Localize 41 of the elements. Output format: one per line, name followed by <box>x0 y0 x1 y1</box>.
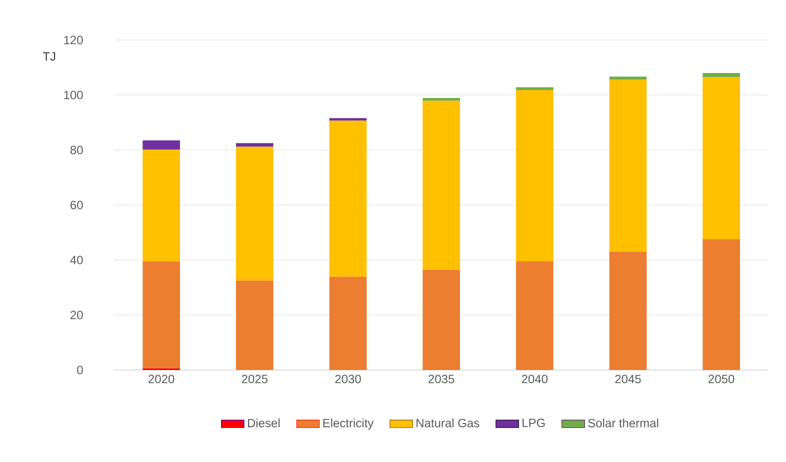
y-tick-label: 0 <box>77 366 83 374</box>
bar <box>609 80 647 252</box>
bar <box>422 270 460 370</box>
bar <box>236 146 274 281</box>
bar <box>329 120 367 277</box>
y-tick-label: 40 <box>70 256 83 264</box>
x-tick-label: 2025 <box>242 374 268 384</box>
x-tick-label: 2030 <box>335 374 361 384</box>
bar <box>609 76 647 80</box>
x-tick-label: 2035 <box>428 374 454 384</box>
y-tick-label: 80 <box>70 146 83 154</box>
legend-label: Solar thermal <box>588 418 658 428</box>
bar <box>516 90 554 262</box>
bar <box>422 98 460 101</box>
bar <box>516 261 554 370</box>
legend-label: LPG <box>522 418 545 428</box>
y-tick-label: 20 <box>70 310 83 320</box>
legend-label: Natural Gas <box>416 418 480 428</box>
bar <box>142 261 180 368</box>
bar <box>329 118 367 121</box>
bar <box>702 73 740 78</box>
legend-label: Diesel <box>248 418 280 428</box>
x-tick-label: 2040 <box>522 374 548 384</box>
x-tick-label: 2045 <box>615 374 641 384</box>
bar <box>142 140 180 150</box>
bar <box>516 87 554 90</box>
legend-label: Electricity <box>323 418 374 430</box>
y-tick-label: 60 <box>70 200 83 210</box>
y-axis-title: TJ <box>42 52 56 61</box>
bar <box>702 77 740 240</box>
bar <box>236 280 274 370</box>
x-tick-label: 2020 <box>148 374 174 384</box>
bar <box>422 100 460 270</box>
bar <box>609 252 647 370</box>
x-tick-label: 2050 <box>708 374 734 384</box>
y-tick-label: 120 <box>64 36 83 44</box>
bar <box>142 149 180 262</box>
y-tick-label: 100 <box>64 90 83 100</box>
bar <box>329 276 367 370</box>
bar <box>702 239 740 370</box>
bar <box>236 143 274 147</box>
